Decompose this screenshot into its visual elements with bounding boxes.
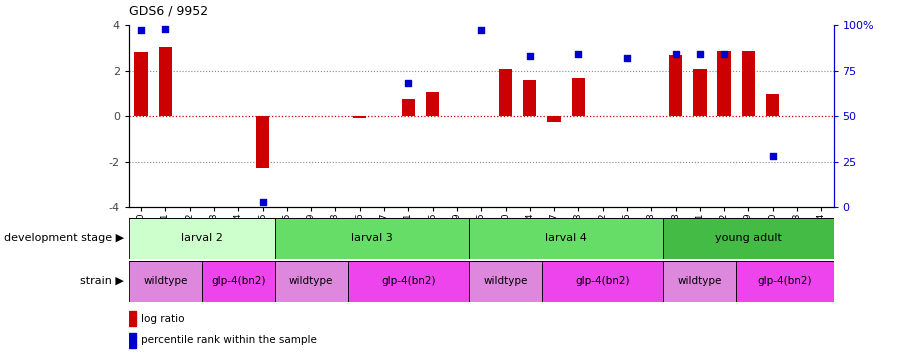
- Bar: [274, 261, 347, 302]
- Bar: [499, 69, 512, 116]
- Text: wildtype: wildtype: [484, 276, 528, 286]
- Bar: [129, 333, 136, 348]
- Point: [620, 55, 635, 61]
- Text: glp-4(bn2): glp-4(bn2): [211, 276, 265, 286]
- Bar: [134, 52, 147, 116]
- Text: wildtype: wildtype: [289, 276, 333, 286]
- Bar: [717, 51, 731, 116]
- Bar: [202, 261, 274, 302]
- Text: development stage ▶: development stage ▶: [5, 233, 124, 243]
- Bar: [523, 80, 537, 116]
- Point: [693, 51, 707, 57]
- Point: [717, 51, 731, 57]
- Bar: [347, 261, 469, 302]
- Bar: [469, 218, 663, 259]
- Bar: [129, 218, 274, 259]
- Bar: [129, 261, 202, 302]
- Point: [571, 51, 586, 57]
- Bar: [469, 261, 542, 302]
- Bar: [669, 55, 682, 116]
- Bar: [694, 69, 706, 116]
- Text: young adult: young adult: [715, 233, 782, 243]
- Point: [401, 80, 415, 86]
- Point: [134, 27, 148, 33]
- Text: GDS6 / 9952: GDS6 / 9952: [129, 4, 208, 17]
- Bar: [542, 261, 663, 302]
- Text: wildtype: wildtype: [678, 276, 722, 286]
- Text: glp-4(bn2): glp-4(bn2): [576, 276, 630, 286]
- Bar: [663, 218, 834, 259]
- Point: [255, 199, 270, 205]
- Point: [473, 27, 488, 33]
- Point: [669, 51, 683, 57]
- Bar: [741, 51, 755, 116]
- Bar: [547, 116, 561, 122]
- Bar: [402, 99, 415, 116]
- Bar: [736, 261, 834, 302]
- Text: glp-4(bn2): glp-4(bn2): [381, 276, 436, 286]
- Bar: [766, 94, 779, 116]
- Text: wildtype: wildtype: [143, 276, 188, 286]
- Bar: [129, 311, 136, 326]
- Text: larval 3: larval 3: [351, 233, 392, 243]
- Bar: [274, 218, 469, 259]
- Bar: [572, 79, 585, 116]
- Text: percentile rank within the sample: percentile rank within the sample: [142, 336, 317, 346]
- Text: glp-4(bn2): glp-4(bn2): [758, 276, 812, 286]
- Bar: [353, 116, 367, 118]
- Bar: [158, 47, 172, 116]
- Text: strain ▶: strain ▶: [80, 276, 124, 286]
- Bar: [663, 261, 736, 302]
- Bar: [426, 92, 439, 116]
- Text: larval 4: larval 4: [545, 233, 588, 243]
- Text: log ratio: log ratio: [142, 314, 185, 324]
- Bar: [256, 116, 269, 169]
- Point: [522, 53, 537, 59]
- Point: [158, 26, 173, 31]
- Point: [765, 153, 780, 159]
- Text: larval 2: larval 2: [181, 233, 223, 243]
